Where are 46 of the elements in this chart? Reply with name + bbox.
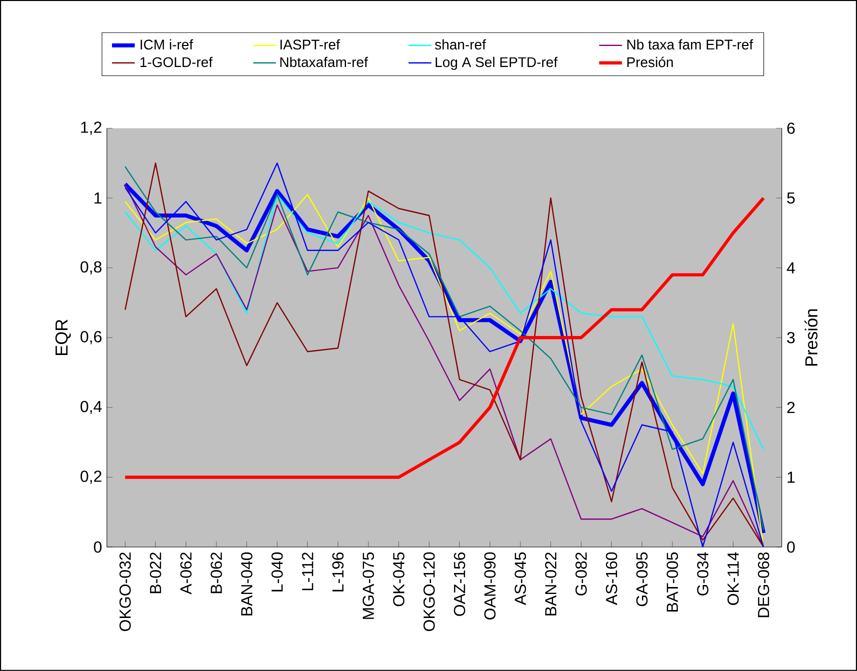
x-tick-label: B-022 (150, 552, 162, 594)
x-tick-label: AS-160 (606, 552, 618, 606)
y2-tick-label: 2 (787, 402, 795, 414)
x-tick-label: BAN-022 (545, 552, 556, 616)
legend-label: Log A Sel EPTD-ref (436, 56, 558, 70)
legend-label: shan-ref (434, 39, 486, 50)
x-tick-label: L-196 (332, 552, 344, 592)
y-axis-title: EQR (55, 320, 71, 356)
y2-tick-label: 1 (788, 472, 795, 483)
y2-tick-label: 4 (786, 262, 795, 274)
legend-label: 1-GOLD-ref (140, 56, 213, 68)
x-tick-label: L-112 (302, 552, 314, 590)
x-tick-label: B-062 (210, 552, 222, 594)
x-tick-label: AS-045 (514, 552, 526, 606)
x-tick-label: MGA-075 (362, 552, 374, 619)
x-tick-label: BAT-005 (666, 552, 678, 612)
y-tick-label: 0,2 (80, 470, 102, 484)
y-tick-label: 0,6 (80, 331, 102, 344)
y2-tick-label: 0 (787, 541, 795, 553)
x-tick-label: OAZ-156 (454, 552, 466, 616)
x-tick-label: OAM-090 (484, 552, 496, 620)
x-tick-label: G-082 (575, 552, 587, 596)
y-tick-label: 0 (94, 541, 102, 553)
legend-label: IASPT-ref (280, 39, 340, 50)
x-tick-label: BAN-040 (241, 552, 252, 616)
y2-axis-title: Presión (804, 309, 818, 366)
x-tick-label: G-034 (697, 552, 708, 596)
x-tick-label: OK-045 (393, 552, 404, 606)
x-tick-label: L-040 (271, 552, 283, 592)
y-tick-label: 0,8 (80, 261, 102, 274)
x-tick-label: OKGO-120 (423, 552, 435, 632)
y-tick-label: 1 (94, 192, 102, 204)
y2-tick-label: 5 (787, 192, 795, 204)
y2-tick-label: 3 (787, 332, 795, 344)
x-tick-label: OKGO-032 (119, 552, 131, 632)
x-tick-label: DEG-068 (758, 552, 770, 618)
x-tick-label: A-062 (180, 552, 192, 594)
legend-label: Presión (627, 56, 673, 68)
x-tick-label: GA-095 (636, 552, 648, 606)
legend-label: ICM i-ref (140, 39, 194, 50)
y-tick-label: 1,2 (81, 122, 102, 135)
x-tick-label: OK-114 (727, 552, 739, 605)
y2-tick-label: 6 (787, 122, 795, 134)
legend-label: Nbtaxafam-ref (280, 56, 368, 68)
y-tick-label: 0,4 (80, 400, 102, 414)
legend-label: Nb taxa fam EPT-ref (627, 39, 754, 50)
